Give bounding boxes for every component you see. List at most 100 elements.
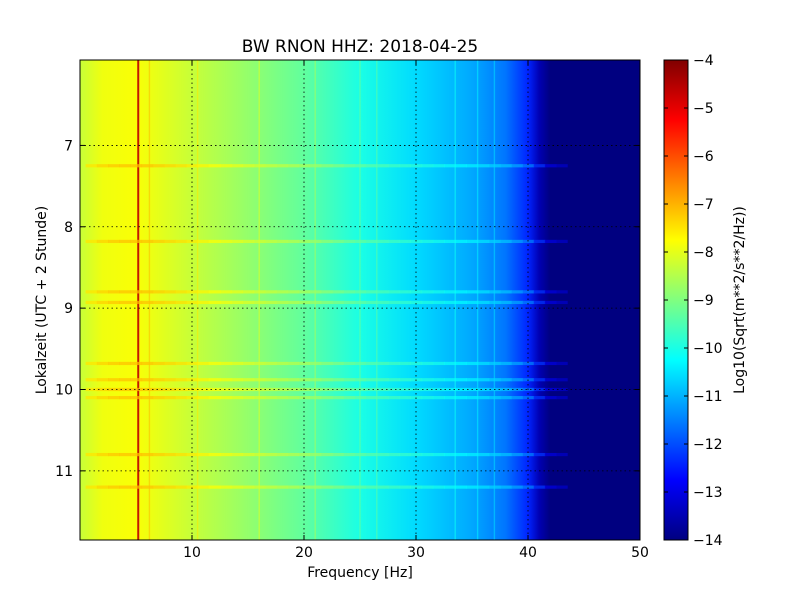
event-cell [231, 239, 243, 244]
event-cell [208, 361, 221, 366]
event-cell [343, 485, 355, 489]
event-cell [466, 290, 479, 294]
event-cell [544, 485, 557, 489]
colorbar-tick-label: −6 [693, 149, 714, 165]
event-cell [175, 290, 187, 294]
event-cell [488, 164, 501, 168]
event-cell [130, 361, 143, 366]
event-cell [253, 378, 266, 382]
event-cell [376, 164, 389, 168]
colorbar: −4 −5 −6 −7 −8 −9 −10 −11 −12 −13 −14 [663, 53, 723, 549]
event-cell [264, 396, 277, 400]
event-cell [466, 396, 479, 400]
event-cell [141, 300, 154, 305]
event-cell [175, 452, 187, 457]
event-cell [130, 290, 143, 294]
event-cell [152, 361, 165, 366]
event-cell [231, 361, 243, 366]
event-cell [253, 290, 266, 294]
event-cell [432, 239, 445, 244]
event-cell [455, 396, 467, 400]
y-tick-label: 9 [64, 301, 73, 317]
event-cell [208, 452, 221, 457]
event-cell [108, 387, 120, 392]
event-cell [220, 290, 232, 294]
event-cell [343, 239, 355, 244]
event-cell [276, 300, 288, 305]
event-cell [332, 300, 344, 305]
event-cell [186, 290, 199, 294]
event-cell [141, 239, 154, 244]
event-cell [556, 239, 568, 244]
colorbar-label: Log10(Sqrt(m**2/s**2/Hz)) [732, 206, 748, 394]
event-cell [164, 164, 176, 168]
event-streak [85, 378, 568, 382]
event-cell [253, 164, 266, 168]
event-cell [388, 485, 400, 489]
event-cell [141, 387, 154, 392]
event-cell [152, 452, 165, 457]
event-streak [85, 452, 568, 457]
event-cell [108, 378, 120, 382]
event-streak [85, 290, 568, 294]
event-cell [388, 290, 400, 294]
event-cell [242, 387, 255, 392]
event-cell [466, 300, 479, 305]
event-cell [455, 290, 467, 294]
event-cell [354, 361, 367, 366]
event-cell [242, 396, 255, 400]
event-cell [208, 485, 221, 489]
event-cell [410, 290, 423, 294]
event-cell [119, 378, 131, 382]
event-cell [477, 361, 490, 366]
event-cell [399, 485, 411, 489]
event-cell [500, 452, 512, 457]
event-cell [197, 387, 210, 392]
event-cell [365, 452, 378, 457]
event-cell [298, 164, 311, 168]
event-cell [175, 396, 187, 400]
colorbar-tick-label: −9 [693, 293, 714, 309]
event-cell [444, 485, 456, 489]
event-cell [119, 485, 131, 489]
event-cell [533, 452, 546, 457]
event-cell [231, 485, 243, 489]
event-cell [220, 396, 232, 400]
event-cell [522, 300, 535, 305]
event-cell [511, 361, 523, 366]
event-cell [500, 239, 512, 244]
event-cell [354, 452, 367, 457]
event-streak [85, 361, 568, 366]
event-cell [108, 300, 120, 305]
event-cell [488, 300, 501, 305]
event-cell [152, 300, 165, 305]
event-cell [298, 361, 311, 366]
event-cell [365, 239, 378, 244]
event-cell [421, 164, 434, 168]
event-cell [96, 485, 109, 489]
event-cell [175, 485, 187, 489]
event-cell [152, 396, 165, 400]
event-cell [119, 452, 131, 457]
event-cell [264, 452, 277, 457]
event-cell [522, 485, 535, 489]
event-cell [152, 290, 165, 294]
event-cell [432, 361, 445, 366]
event-cell [108, 239, 120, 244]
colorbar-tick-label: −10 [693, 341, 723, 357]
event-cell [253, 361, 266, 366]
event-cell [320, 290, 333, 294]
event-cell [197, 164, 210, 168]
event-cell [287, 290, 299, 294]
event-cell [388, 452, 400, 457]
event-cell [309, 452, 322, 457]
event-cell [231, 300, 243, 305]
event-cell [332, 164, 344, 168]
event-cell [320, 164, 333, 168]
event-cell [85, 485, 98, 489]
event-cell [388, 396, 400, 400]
event-cell [365, 361, 378, 366]
event-cell [186, 485, 199, 489]
event-cell [376, 378, 389, 382]
event-cell [332, 485, 344, 489]
